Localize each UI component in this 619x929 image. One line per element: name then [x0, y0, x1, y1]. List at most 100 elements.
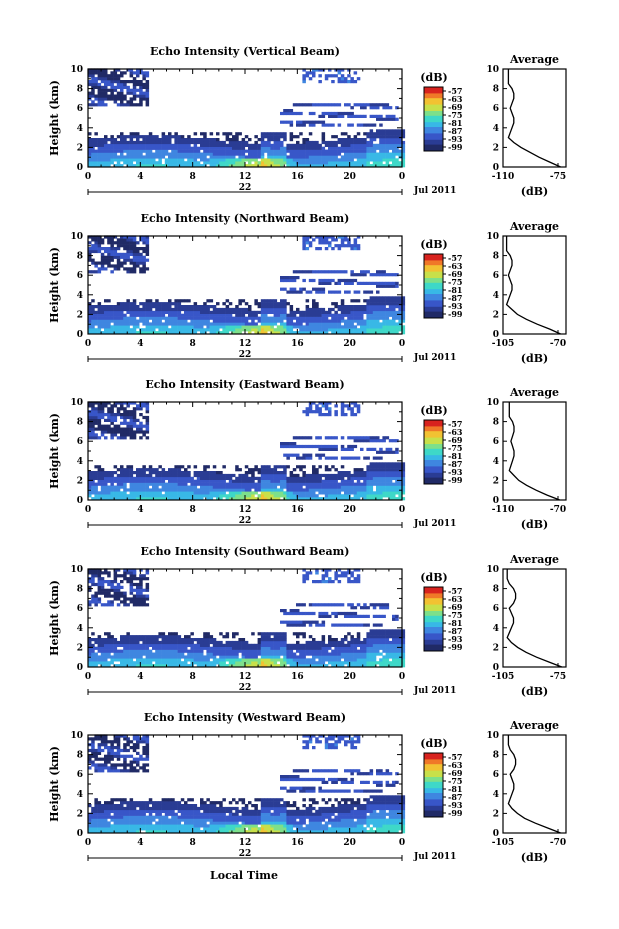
- heatmap-cell: [328, 155, 332, 159]
- y-tick-label: 2: [77, 476, 83, 486]
- heatmap-cell: [318, 281, 322, 285]
- heatmap-cell: [104, 485, 108, 489]
- heatmap-cell: [283, 485, 287, 489]
- heatmap-cell: [238, 316, 242, 320]
- heatmap-cell: [296, 276, 300, 280]
- heatmap-cell: [331, 436, 335, 440]
- heatmap-cell: [366, 123, 370, 127]
- colorbar-segment: [424, 95, 443, 97]
- heatmap-cell: [123, 600, 127, 604]
- heatmap-cell: [324, 310, 329, 314]
- heatmap-cell: [97, 482, 102, 486]
- heatmap-cell: [324, 482, 329, 486]
- heatmap-cell: [203, 328, 207, 332]
- heatmap-cell: [94, 235, 98, 239]
- heatmap-cell: [158, 158, 162, 162]
- heatmap-cell: [388, 471, 393, 475]
- heatmap-cell: [139, 88, 143, 92]
- heatmap-cell: [251, 158, 255, 162]
- heatmap-cell: [193, 310, 198, 314]
- heatmap-cell: [238, 140, 242, 145]
- heatmap-cell: [200, 310, 204, 314]
- heatmap-cell: [305, 310, 310, 314]
- heatmap-cell: [152, 319, 156, 323]
- heatmap-cell: [132, 164, 137, 168]
- heatmap-cell: [356, 319, 361, 323]
- heatmap-cell: [123, 322, 127, 326]
- heatmap-cell: [94, 597, 98, 601]
- heatmap-cell: [392, 164, 396, 168]
- heatmap-cell: [206, 313, 210, 317]
- heatmap-cell: [216, 316, 220, 320]
- heatmap-cell: [318, 241, 322, 245]
- heatmap-cell: [382, 436, 386, 440]
- heatmap-cell: [289, 155, 294, 159]
- heatmap-cell: [244, 149, 249, 153]
- heatmap-cell: [283, 325, 287, 329]
- heatmap-cell: [91, 307, 95, 312]
- heatmap-cell: [270, 473, 274, 478]
- heatmap-cell: [129, 149, 134, 153]
- heatmap-cell: [388, 307, 393, 312]
- heatmap-cell: [219, 471, 223, 475]
- heatmap-cell: [100, 316, 105, 320]
- heatmap-cell: [347, 307, 351, 312]
- average-title: Average: [509, 53, 559, 66]
- heatmap-cell: [216, 488, 220, 492]
- heatmap-cell: [184, 152, 188, 156]
- heatmap-cell: [312, 494, 316, 498]
- heatmap-cell: [126, 331, 130, 335]
- heatmap-cell: [184, 468, 188, 472]
- heatmap-cell: [312, 278, 316, 283]
- heatmap-cell: [177, 485, 182, 489]
- heatmap-cell: [388, 302, 393, 306]
- heatmap-cell: [145, 588, 150, 592]
- heatmap-cell: [385, 284, 390, 288]
- heatmap-cell: [88, 413, 92, 417]
- colorbar-unit: (dB): [420, 238, 447, 251]
- heatmap-cell: [283, 152, 287, 156]
- heatmap-cell: [267, 491, 271, 495]
- heatmap-cell: [334, 161, 338, 165]
- heatmap-cell: [107, 264, 111, 268]
- heatmap-cell: [392, 331, 396, 335]
- heatmap-cell: [296, 482, 300, 486]
- heatmap-cell: [97, 155, 102, 159]
- heatmap-cell: [244, 479, 249, 483]
- heatmap-cell: [180, 465, 185, 469]
- heatmap-cell: [395, 299, 399, 303]
- heatmap-cell: [340, 307, 345, 312]
- heatmap-cell: [286, 111, 290, 116]
- heatmap-cell: [132, 244, 137, 248]
- heatmap-cell: [88, 476, 92, 480]
- heatmap-cell: [126, 241, 130, 245]
- heatmap-cell: [337, 305, 342, 309]
- heatmap-cell: [91, 244, 95, 248]
- heatmap-cell: [353, 325, 358, 329]
- heatmap-cell: [372, 494, 377, 498]
- heatmap-cell: [171, 497, 175, 501]
- heatmap-cell: [142, 261, 146, 265]
- heatmap-cell: [129, 436, 134, 440]
- heatmap-cell: [363, 155, 367, 159]
- heatmap-cell: [196, 164, 201, 168]
- heatmap-cell: [302, 152, 306, 156]
- heatmap-cell: [302, 436, 306, 440]
- heatmap-cell: [260, 322, 265, 326]
- heatmap-cell: [324, 247, 329, 251]
- heatmap-cell: [91, 491, 95, 495]
- heatmap-cell: [100, 319, 105, 323]
- heatmap-cell: [107, 316, 111, 320]
- heatmap-cell: [328, 485, 332, 489]
- heatmap-cell: [206, 161, 210, 165]
- heatmap-cell: [353, 247, 358, 251]
- heatmap-cell: [264, 485, 268, 489]
- heatmap-cell: [155, 471, 159, 475]
- heatmap-cell: [152, 143, 156, 147]
- heatmap-cell: [312, 491, 316, 495]
- heatmap-cell: [123, 252, 127, 256]
- heatmap-cell: [324, 152, 329, 156]
- heatmap-cell: [104, 491, 108, 495]
- y-axis-title: Height (km): [48, 413, 61, 489]
- date-label: Jul 2011: [413, 519, 456, 529]
